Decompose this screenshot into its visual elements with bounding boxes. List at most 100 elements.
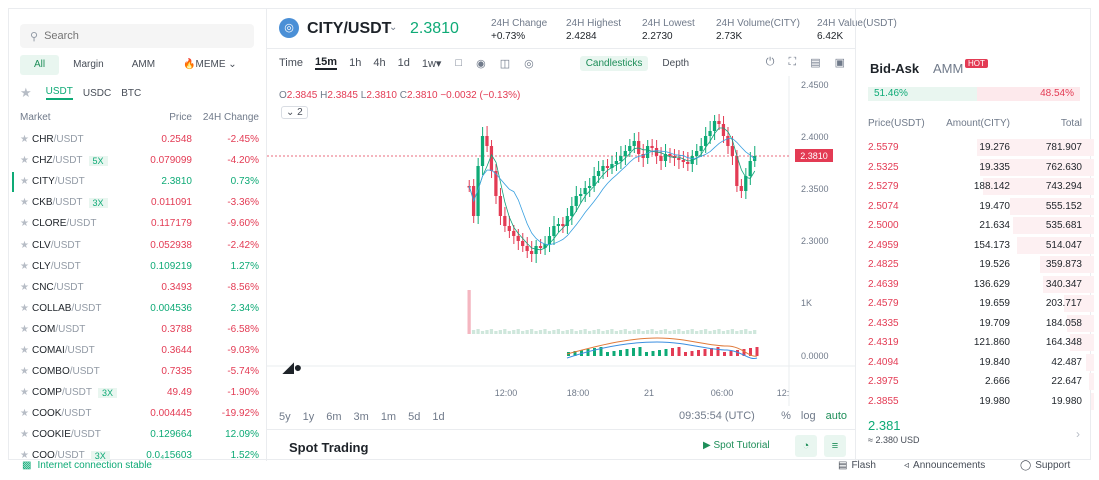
tab-all[interactable]: All	[20, 55, 60, 75]
market-row[interactable]: ★ CHR /USDT 0.2548 -2.45%	[20, 129, 263, 150]
favorite-star-icon[interactable]: ★	[20, 366, 29, 378]
power-icon[interactable]: ⏻	[765, 56, 775, 68]
tab-amm-orderbook[interactable]: AMM	[933, 61, 964, 76]
time-label[interactable]: Time	[279, 57, 304, 69]
interval-4h[interactable]: 4h	[373, 57, 386, 69]
ask-row[interactable]: 2.5279 188.142 743.294	[868, 177, 1094, 197]
col-change[interactable]: 24H Change	[202, 112, 259, 123]
sliders-icon[interactable]: ≡	[824, 435, 846, 457]
market-row[interactable]: ★ CKB /USDT 3X 0.011091 -3.36%	[20, 192, 263, 213]
favorite-star-icon[interactable]: ★	[20, 387, 29, 399]
range-5y[interactable]: 5y	[279, 411, 291, 423]
replay-icon[interactable]: ◎	[524, 57, 534, 70]
tab-amm[interactable]: AMM	[131, 59, 156, 70]
market-row[interactable]: ★ COOKIE /USDT 0.129664 12.09%	[20, 424, 263, 445]
ask-row[interactable]: 2.5579 19.276 781.907	[868, 138, 1094, 158]
favorite-star-icon[interactable]: ★	[20, 197, 29, 209]
favorite-star-icon[interactable]: ★	[20, 344, 29, 356]
market-row[interactable]: ★ CITY /USDT 2.3810 0.73%	[12, 171, 263, 192]
market-row[interactable]: ★ CLORE /USDT 0.117179 -9.60%	[20, 213, 263, 234]
favorite-star-icon[interactable]: ★	[20, 429, 29, 441]
ask-row[interactable]: 2.4319 121.860 164.348	[868, 333, 1094, 353]
favorite-star-icon[interactable]: ★	[20, 323, 29, 335]
col-market[interactable]: Market	[20, 112, 51, 123]
candlestick-chart-svg[interactable]: 2.4500 2.4000 2.3500 2.3000 1K 0.0000 12:00 18:…	[267, 76, 855, 406]
tab-margin[interactable]: Margin	[73, 59, 104, 70]
auto-scale-toggle[interactable]: auto	[825, 410, 847, 422]
indicator-toggle-button[interactable]: ⌄ 2	[281, 106, 308, 119]
market-row[interactable]: ★ CHZ /USDT 5X 0.079099 -4.20%	[20, 150, 263, 171]
chart-type-icon[interactable]: □	[455, 57, 463, 69]
favorite-star-icon[interactable]: ★	[20, 408, 29, 420]
interval-1h[interactable]: 1h	[349, 57, 362, 69]
search-input[interactable]	[44, 30, 235, 42]
market-row[interactable]: ★ CLY /USDT 0.109219 1.27%	[20, 256, 263, 277]
ask-row[interactable]: 2.3855 19.980 19.980	[868, 392, 1094, 412]
market-row[interactable]: ★ COMAI /USDT 0.3644 -9.03%	[20, 340, 263, 361]
ask-row[interactable]: 2.5325 19.335 762.630	[868, 158, 1094, 178]
calculator-icon[interactable]: ◔	[795, 435, 817, 457]
ask-row[interactable]: 2.4639 136.629 340.347	[868, 275, 1094, 295]
market-row[interactable]: ★ COOK /USDT 0.004445 -19.92%	[20, 403, 263, 424]
announcements-link[interactable]: ◃ Announcements	[904, 460, 985, 471]
range-1m[interactable]: 1m	[380, 411, 397, 423]
tab-bid-ask[interactable]: Bid-Ask	[870, 61, 920, 76]
favorite-star-icon[interactable]: ★	[20, 218, 29, 230]
favorite-star-icon[interactable]: ★	[20, 281, 29, 293]
chevron-right-icon[interactable]: ›	[1076, 427, 1080, 441]
favorite-star-icon[interactable]: ★	[20, 176, 29, 188]
favorite-star-icon[interactable]: ★	[20, 302, 29, 314]
market-row[interactable]: ★ COLLAB /USDT 0.004536 2.34%	[20, 298, 263, 319]
favorite-star-icon[interactable]: ★	[20, 450, 29, 462]
depth-tab[interactable]: Depth	[662, 57, 690, 69]
ask-row[interactable]: 2.4959 154.173 514.047	[868, 236, 1094, 256]
favorite-star-icon[interactable]: ★	[20, 260, 29, 272]
range-1d[interactable]: 1d	[432, 411, 445, 423]
interval-1d[interactable]: 1d	[397, 57, 410, 69]
market-row[interactable]: ★ COMBO /USDT 0.7335 -5.74%	[20, 361, 263, 382]
camera-icon[interactable]: ▣	[834, 57, 845, 69]
chevron-down-icon[interactable]: ⌄	[389, 22, 398, 33]
ask-row[interactable]: 2.4335 19.709 184.058	[868, 314, 1094, 334]
market-row[interactable]: ★ CNC /USDT 0.3493 -8.56%	[20, 277, 263, 298]
flash-link[interactable]: ▤ Flash	[838, 460, 876, 471]
fullscreen-icon[interactable]: ⛶	[788, 56, 797, 68]
market-row[interactable]: ★ COMP /USDT 3X 49.49 -1.90%	[20, 382, 263, 403]
candlesticks-tab[interactable]: Candlesticks	[579, 55, 649, 71]
favorites-star-icon[interactable]: ★	[20, 85, 32, 100]
market-row[interactable]: ★ CLV /USDT 0.052938 -2.42%	[20, 234, 263, 255]
range-3m[interactable]: 3m	[353, 411, 369, 423]
ask-row[interactable]: 2.4579 19.659 203.717	[868, 294, 1094, 314]
log-scale-toggle[interactable]: log	[800, 410, 816, 422]
range-5d[interactable]: 5d	[408, 411, 421, 423]
ask-row[interactable]: 2.4825 19.526 359.873	[868, 255, 1094, 275]
ask-row[interactable]: 2.5074 19.470 555.152	[868, 197, 1094, 217]
ask-row[interactable]: 2.4094 19.840 42.487	[868, 353, 1094, 373]
ask-row[interactable]: 2.3975 2.666 22.647	[868, 372, 1094, 392]
interval-1w[interactable]: 1w▾	[421, 57, 442, 70]
tab-usdc[interactable]: USDC	[82, 87, 112, 99]
tab-btc[interactable]: BTC	[121, 87, 142, 99]
price-chart[interactable]: 2.4500 2.4000 2.3500 2.3000 1K 0.0000 12:00 18:…	[267, 76, 855, 406]
indicators-icon[interactable]: ◫	[499, 57, 511, 70]
pair-title[interactable]: CITY/USDT	[307, 20, 392, 37]
support-link[interactable]: ◯ Support	[1020, 460, 1070, 471]
percent-scale-toggle[interactable]: %	[781, 410, 791, 422]
tab-meme[interactable]: 🔥MEME ⌄	[169, 55, 251, 75]
settings-icon[interactable]: ◉	[476, 57, 486, 70]
search-box[interactable]: ⚲	[20, 24, 254, 48]
interval-15m[interactable]: 15m	[315, 56, 338, 70]
spot-tutorial-link[interactable]: ▶ Spot Tutorial	[703, 440, 770, 451]
favorite-star-icon[interactable]: ★	[20, 134, 29, 146]
favorite-star-icon[interactable]: ★	[20, 155, 29, 167]
favorite-star-icon[interactable]: ★	[20, 239, 29, 251]
layout-icon[interactable]: ▤	[810, 57, 821, 69]
range-6m[interactable]: 6m	[326, 411, 342, 423]
range-1y[interactable]: 1y	[302, 411, 315, 423]
ask-row[interactable]: 2.5000 21.634 535.681	[868, 216, 1094, 236]
market-row[interactable]: ★ COM /USDT 0.3788 -6.58%	[20, 319, 263, 340]
market-row[interactable]: ★ COO /USDT 3X 0.0₄15603 1.52%	[20, 445, 263, 466]
tab-usdt[interactable]: USDT	[45, 86, 73, 100]
utc-clock[interactable]: 09:35:54 (UTC)	[679, 410, 755, 422]
col-price[interactable]: Price	[169, 112, 192, 123]
